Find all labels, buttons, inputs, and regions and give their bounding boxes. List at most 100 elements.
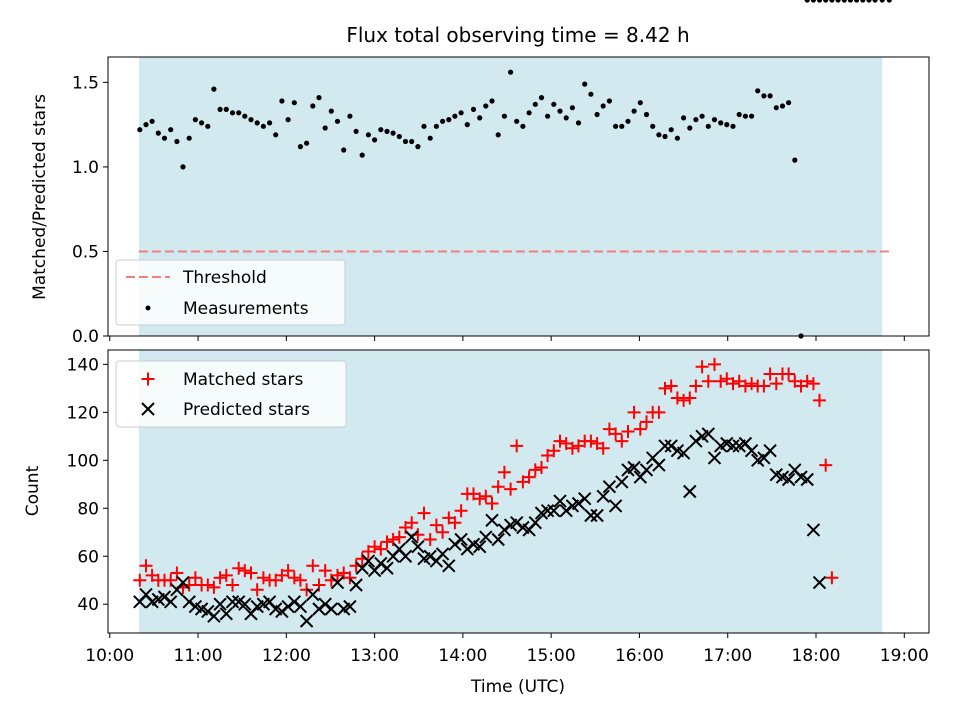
measurement-point xyxy=(860,0,866,3)
measurement-point xyxy=(662,133,668,140)
measurement-point xyxy=(835,0,841,3)
matched-star-point xyxy=(584,434,598,448)
measurement-point xyxy=(816,0,823,3)
matched-star-point xyxy=(306,559,320,573)
measurement-point xyxy=(161,135,168,141)
top-legend: Threshold Measurements xyxy=(115,259,346,326)
legend-predicted-swatch xyxy=(141,402,155,416)
matched-star-point xyxy=(491,480,505,494)
measurement-point xyxy=(551,101,557,107)
matched-star-point xyxy=(232,561,246,575)
measurement-point xyxy=(495,132,501,138)
legend-predicted-label: Predicted stars xyxy=(183,400,310,420)
matched-star-point xyxy=(633,422,647,436)
matched-star-point xyxy=(392,530,406,544)
matched-star-point xyxy=(250,583,264,597)
matched-star-point xyxy=(281,564,295,578)
matched-star-point xyxy=(689,379,703,393)
matched-star-point xyxy=(664,379,678,393)
measurement-point xyxy=(415,144,421,150)
predicted-star-point xyxy=(238,597,252,611)
measurement-point xyxy=(656,132,662,138)
matched-star-point xyxy=(380,535,394,549)
matched-star-point xyxy=(763,367,777,381)
measurement-point xyxy=(174,138,180,145)
measurement-point xyxy=(279,98,285,104)
matched-star-point xyxy=(528,463,542,477)
measurement-point xyxy=(643,111,650,118)
measurement-point xyxy=(242,113,248,119)
predicted-star-point xyxy=(442,559,456,573)
predicted-star-point xyxy=(676,446,691,460)
matched-star-point xyxy=(726,377,740,391)
measurement-point xyxy=(841,0,847,3)
predicted-star-point xyxy=(763,443,777,458)
measurement-point xyxy=(600,103,606,109)
matched-star-point xyxy=(658,381,672,395)
measurement-point xyxy=(854,0,860,3)
measurement-point xyxy=(316,95,322,101)
measurement-point xyxy=(693,117,699,123)
legend-matched-label: Matched stars xyxy=(183,370,303,390)
matched-star-point xyxy=(436,525,450,539)
measurement-point xyxy=(409,138,415,145)
y-tick-label: 1.0 xyxy=(72,158,99,178)
bottom-y-ticks: 40 60 80 100 120 140 xyxy=(67,355,108,615)
measurement-point xyxy=(761,93,767,99)
matched-star-point xyxy=(565,441,579,455)
measurement-point xyxy=(557,108,563,114)
matched-star-point xyxy=(738,379,752,393)
x-tick-label: 17:00 xyxy=(703,646,752,666)
bottom-axes-frame xyxy=(107,349,930,634)
matched-star-point xyxy=(806,377,820,391)
measurement-point xyxy=(637,100,643,106)
top-y-ticks: 0.0 0.5 1.0 1.5 xyxy=(72,73,108,347)
measurement-point xyxy=(730,123,736,129)
measurement-point xyxy=(582,81,588,87)
matched-star-point xyxy=(677,393,691,407)
measurement-point xyxy=(786,100,792,106)
matched-star-point xyxy=(609,427,623,441)
measurement-point xyxy=(668,127,674,133)
matched-star-point xyxy=(670,391,684,405)
y-tick-label: 60 xyxy=(77,547,99,567)
predicted-star-point xyxy=(615,475,629,489)
matched-star-point xyxy=(213,571,227,585)
matched-star-point xyxy=(374,542,388,556)
predicted-star-point xyxy=(491,532,505,547)
predicted-star-point xyxy=(602,479,617,494)
predicted-star-point xyxy=(306,587,320,602)
predicted-star-point xyxy=(639,463,654,477)
y-tick-label: 1.5 xyxy=(72,73,99,93)
bottom-panel: 40 60 80 100 120 140 10:00 11:00 12:00 13:00 14:0… xyxy=(23,349,930,697)
y-tick-label: 0.0 xyxy=(72,327,99,347)
measurement-point xyxy=(440,118,446,124)
measurement-point xyxy=(334,118,341,124)
predicted-star-point xyxy=(380,561,394,575)
measurement-point xyxy=(755,88,761,94)
matched-star-point xyxy=(652,405,666,419)
measurement-point xyxy=(847,0,853,3)
measurement-point xyxy=(879,0,885,3)
measurement-point xyxy=(446,117,452,123)
measurement-point xyxy=(520,123,526,129)
bottom-legend-box xyxy=(115,360,347,428)
measurement-point xyxy=(613,123,619,129)
x-tick-label: 12:00 xyxy=(262,646,311,666)
measurement-point xyxy=(427,135,433,141)
measurement-point xyxy=(267,120,273,126)
count-points xyxy=(133,358,839,628)
measurement-point xyxy=(563,115,569,121)
matched-star-point xyxy=(293,573,307,587)
legend-threshold-label: Threshold xyxy=(182,268,267,288)
matched-star-point xyxy=(238,564,252,578)
x-axis-label: Time (UTC) xyxy=(470,677,565,697)
measurement-point xyxy=(180,164,186,170)
measurement-point xyxy=(594,111,600,118)
predicted-star-point xyxy=(806,523,821,537)
y-tick-label: 80 xyxy=(77,499,99,519)
measurement-point xyxy=(810,0,816,3)
measurement-point xyxy=(421,123,427,129)
measurement-point xyxy=(718,120,724,126)
predicted-star-point xyxy=(596,489,610,504)
